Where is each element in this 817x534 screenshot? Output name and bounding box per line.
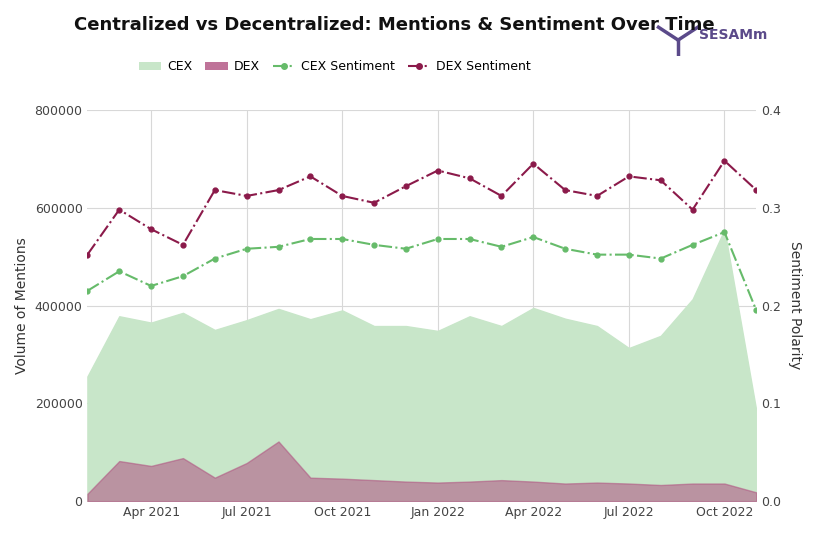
Y-axis label: Sentiment Polarity: Sentiment Polarity <box>788 241 802 370</box>
Y-axis label: Volume of Mentions: Volume of Mentions <box>15 237 29 374</box>
Text: Centralized vs Decentralized: Mentions & Sentiment Over Time: Centralized vs Decentralized: Mentions &… <box>74 16 714 34</box>
Text: SESAMm: SESAMm <box>699 28 767 42</box>
Legend: CEX, DEX, CEX Sentiment, DEX Sentiment: CEX, DEX, CEX Sentiment, DEX Sentiment <box>134 56 536 78</box>
